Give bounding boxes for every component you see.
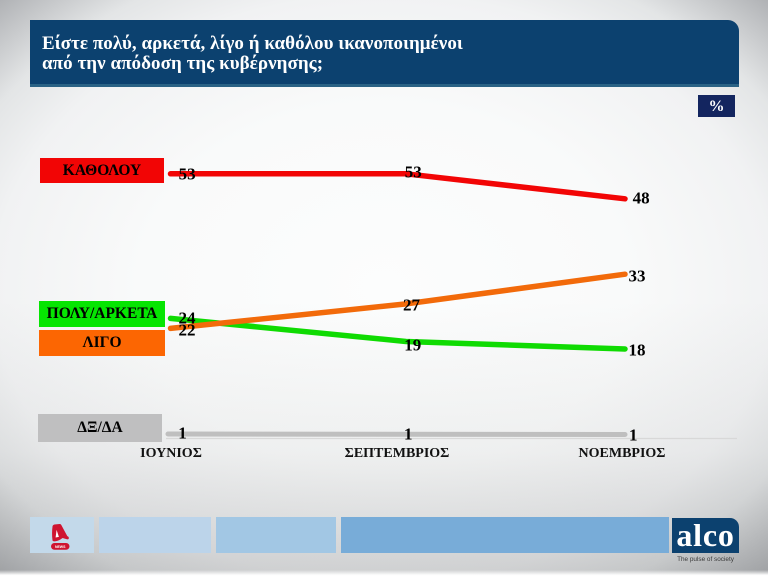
svg-text:NEWS: NEWS [55,545,66,549]
